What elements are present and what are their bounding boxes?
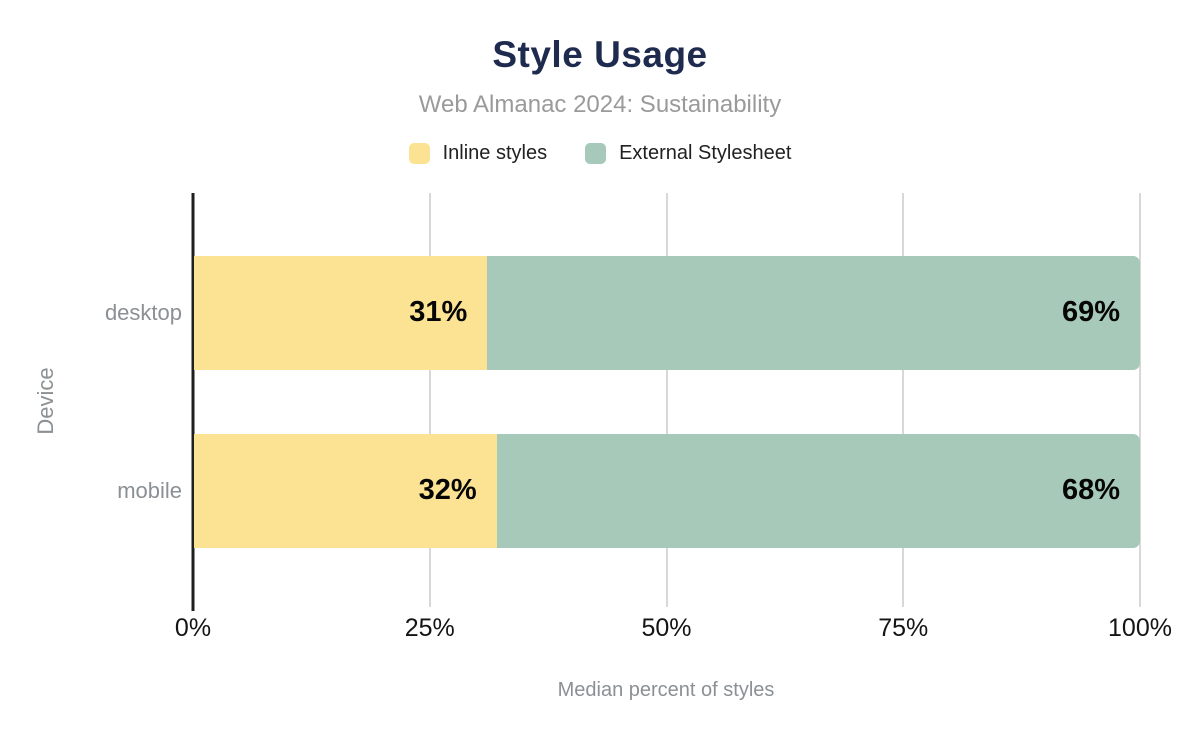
legend-item-external-stylesheet: External Stylesheet	[585, 142, 791, 165]
bar-value-label: 68%	[1061, 473, 1120, 506]
bar-segment-inline-styles: 31%	[194, 256, 488, 370]
bar-segment-external-stylesheet: 68%	[496, 434, 1140, 548]
x-tick-label: 75%	[878, 614, 929, 642]
bar-segment-inline-styles: 32%	[194, 434, 497, 548]
gridline	[428, 193, 431, 607]
gridline	[665, 193, 668, 607]
y-axis-line	[191, 193, 195, 611]
legend: Inline styles External Stylesheet	[0, 142, 1200, 165]
x-tick-label: 50%	[641, 614, 692, 642]
chart-subtitle: Web Almanac 2024: Sustainability	[418, 91, 782, 118]
y-axis-title: Device	[33, 367, 58, 435]
x-axis-title: Median percent of styles	[557, 679, 775, 701]
bar-row: 32% 68%	[194, 434, 1140, 548]
x-tick-label: 100%	[1108, 614, 1172, 642]
gridline	[1139, 193, 1141, 607]
chart-title: Style Usage	[492, 34, 708, 75]
bar-value-label: 31%	[409, 295, 468, 328]
bar-row: 31% 69%	[194, 256, 1140, 370]
legend-item-inline-styles: Inline styles	[408, 142, 548, 165]
y-category-label: desktop	[104, 300, 182, 325]
legend-label: External Stylesheet	[619, 142, 792, 164]
legend-label: Inline styles	[442, 142, 548, 164]
bar-value-label: 32%	[418, 473, 477, 506]
bar-value-label: 69%	[1061, 295, 1120, 328]
x-tick-label: 25%	[404, 614, 455, 642]
y-category-label: mobile	[117, 478, 182, 503]
legend-swatch-icon	[408, 143, 430, 164]
x-tick-label: 0%	[174, 614, 212, 642]
bar-segment-external-stylesheet: 69%	[487, 256, 1140, 370]
gridline	[902, 193, 905, 607]
legend-swatch-icon	[585, 143, 607, 164]
